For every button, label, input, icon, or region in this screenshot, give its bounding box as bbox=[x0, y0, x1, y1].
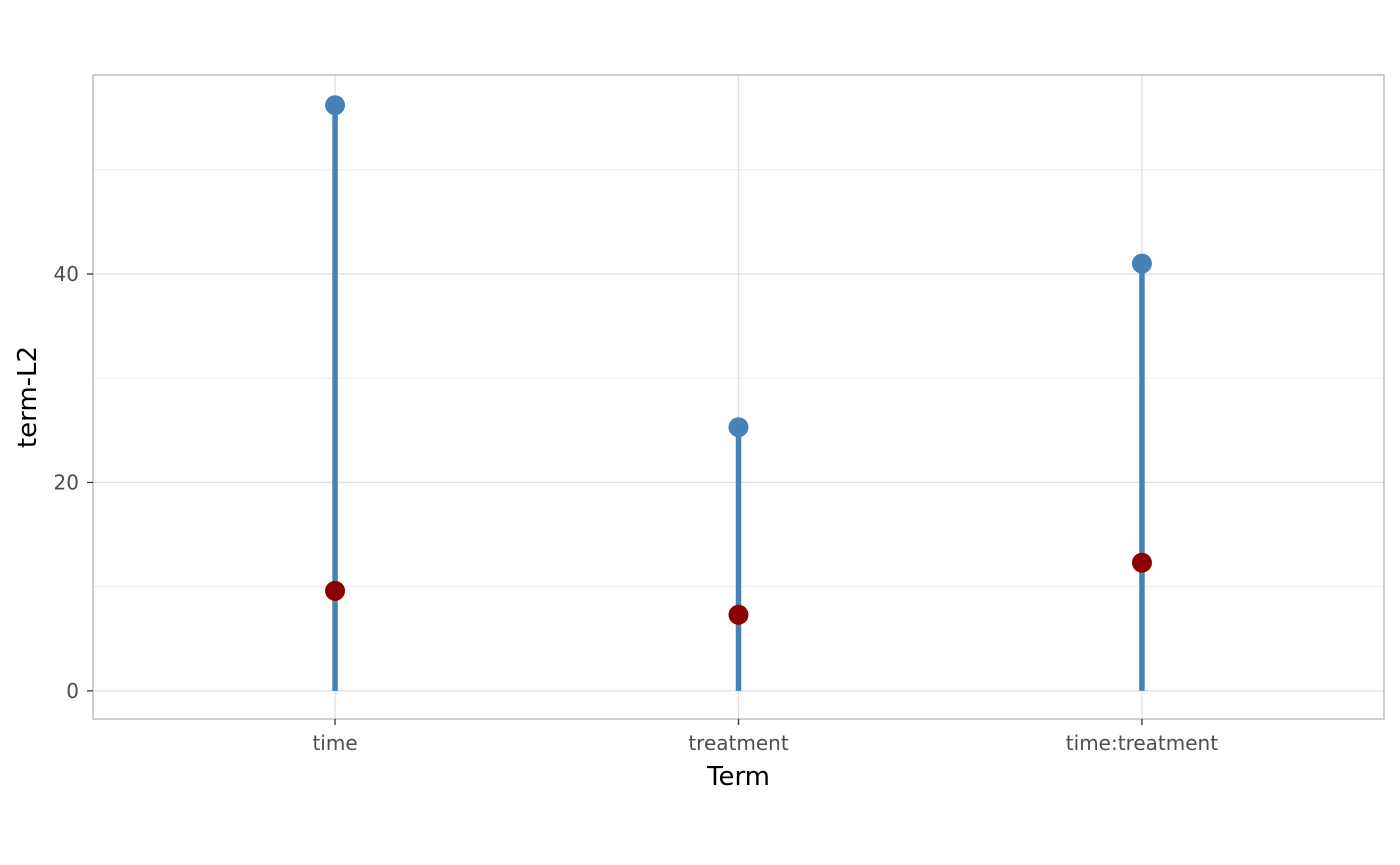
points bbox=[325, 95, 1152, 625]
y-axis-title: term-L2 bbox=[13, 346, 43, 448]
y-axis: 0 20 40 bbox=[54, 262, 93, 703]
upper-point bbox=[1131, 253, 1152, 274]
lower-point bbox=[325, 580, 346, 601]
upper-point bbox=[325, 95, 346, 116]
x-tick-label: time bbox=[312, 731, 357, 755]
upper-point bbox=[728, 417, 749, 438]
x-tick-label: time:treatment bbox=[1066, 731, 1218, 755]
y-tick-label: 40 bbox=[54, 262, 79, 286]
y-tick-label: 20 bbox=[54, 470, 79, 494]
lower-point bbox=[1131, 552, 1152, 573]
y-tick-label: 0 bbox=[66, 679, 79, 703]
x-axis: time treatment time:treatment bbox=[312, 719, 1218, 755]
x-tick-label: treatment bbox=[688, 731, 788, 755]
x-axis-title: Term bbox=[706, 762, 770, 792]
lower-point bbox=[728, 604, 749, 625]
